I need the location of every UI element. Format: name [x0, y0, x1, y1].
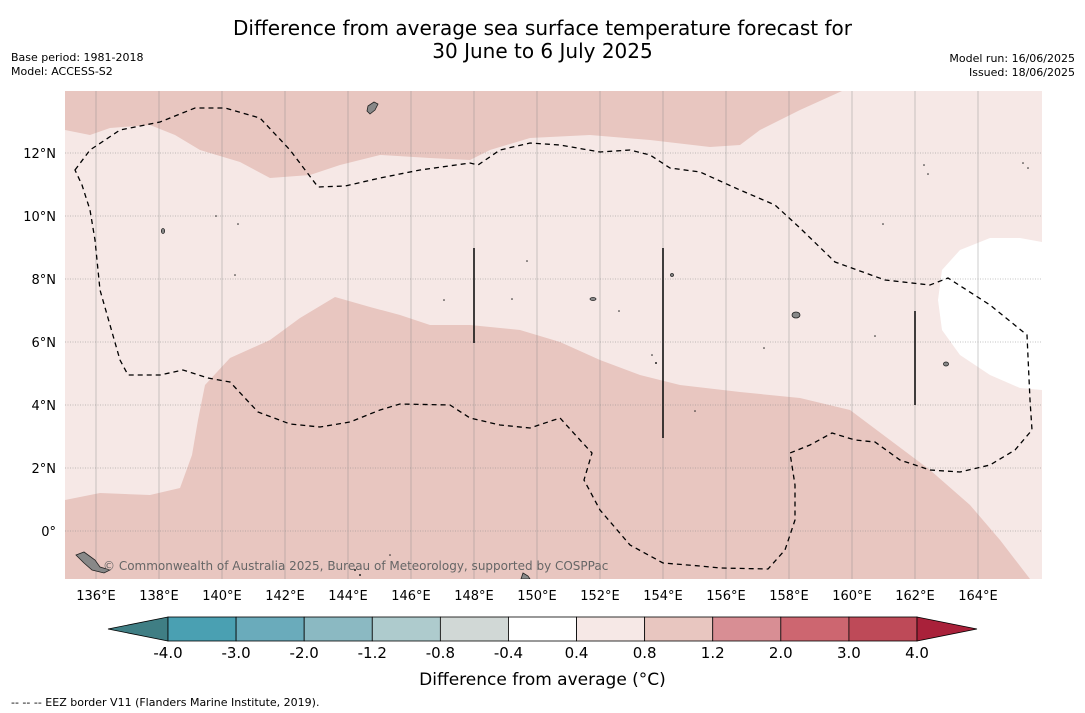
- model-run: Model run: 16/06/2025: [949, 52, 1075, 65]
- colorbar-tick-label: -2.0: [290, 644, 319, 662]
- x-tick-label: 160°E: [832, 589, 872, 604]
- islands: [75, 101, 949, 579]
- colorbar-tick-label: 0.8: [633, 644, 657, 662]
- latitude-gridlines: [65, 152, 1042, 532]
- colorbar-swatch: [712, 616, 782, 642]
- eez-border: [74, 107, 1033, 570]
- title-line-2: 30 June to 6 July 2025: [432, 39, 653, 63]
- colorbar-tick-label: 0.4: [565, 644, 589, 662]
- y-tick-label: 8°N: [32, 273, 57, 288]
- anomaly-neutral-region: [938, 238, 1042, 390]
- colorbar-tick-label: -4.0: [153, 644, 182, 662]
- colorbar-swatch: [303, 616, 373, 642]
- x-tick-label: 142°E: [265, 589, 305, 604]
- x-tick-label: 144°E: [328, 589, 368, 604]
- colorbar-swatch: [439, 616, 509, 642]
- colorbar-swatch: [508, 616, 577, 642]
- colorbar-tick-label: 1.2: [701, 644, 725, 662]
- colorbar-swatch: [167, 616, 237, 642]
- x-tick-label: 152°E: [580, 589, 620, 604]
- title-line-1: Difference from average sea surface temp…: [232, 16, 852, 40]
- colorbar-swatch: [780, 616, 850, 642]
- map-area: © Commonwealth of Australia 2025, Bureau…: [65, 91, 1042, 579]
- colorbar-tick-label: -0.8: [426, 644, 455, 662]
- island-chains: [473, 248, 916, 438]
- y-tick-label: 6°N: [32, 336, 57, 351]
- colorbar-tick-label: 4.0: [905, 644, 929, 662]
- colorbar-tick-label: 2.0: [769, 644, 793, 662]
- copyright-text: © Commonwealth of Australia 2025, Bureau…: [103, 559, 608, 573]
- x-tick-label: 162°E: [895, 589, 935, 604]
- y-tick-label: 10°N: [23, 210, 56, 225]
- colorbar: -4.0 -3.0 -2.0 -1.2 -0.8 -0.4 0.4 0.8 1.2 2.0 3.0 4…: [107, 616, 978, 662]
- colorbar-extend-high: [916, 616, 978, 642]
- colorbar-swatch: [371, 616, 441, 642]
- y-tick-label: 0°: [41, 525, 56, 540]
- x-tick-label: 148°E: [454, 589, 494, 604]
- eez-legend-footer: -- -- -- EEZ border V11 (Flanders Marine…: [11, 696, 320, 709]
- colorbar-extend-low: [107, 616, 169, 642]
- colorbar-tick-label: -3.0: [221, 644, 250, 662]
- small-islets: [215, 162, 1029, 576]
- colorbar-title: Difference from average (°C): [419, 670, 666, 690]
- y-tick-label: 2°N: [32, 462, 57, 477]
- x-axis-tick-labels: 136°E 138°E 140°E 142°E 144°E 146°E 148°E 150°E…: [76, 589, 998, 604]
- colorbar-swatch: [576, 616, 646, 642]
- longitude-gridlines: [95, 91, 979, 579]
- base-period: Base period: 1981-2018: [11, 51, 144, 64]
- y-axis-tick-labels: 12°N 10°N 8°N 6°N 4°N 2°N 0°: [23, 147, 56, 540]
- issued-date: Issued: 18/06/2025: [968, 66, 1075, 79]
- colorbar-tick-label: 3.0: [837, 644, 861, 662]
- x-tick-label: 150°E: [517, 589, 557, 604]
- x-tick-label: 138°E: [139, 589, 179, 604]
- anomaly-0.8-1.2-north: [65, 91, 842, 178]
- x-tick-label: 164°E: [958, 589, 998, 604]
- colorbar-swatch: [644, 616, 714, 642]
- colorbar-swatch: [848, 616, 918, 642]
- x-tick-label: 146°E: [391, 589, 431, 604]
- model-name: Model: ACCESS-S2: [11, 65, 113, 78]
- x-tick-label: 140°E: [202, 589, 242, 604]
- x-tick-label: 156°E: [706, 589, 746, 604]
- colorbar-swatch: [235, 616, 305, 642]
- x-tick-label: 136°E: [76, 589, 116, 604]
- colorbar-tick-label: -1.2: [358, 644, 387, 662]
- x-tick-label: 158°E: [769, 589, 809, 604]
- colorbar-tick-label: -0.4: [494, 644, 523, 662]
- x-tick-label: 154°E: [643, 589, 683, 604]
- y-tick-label: 4°N: [32, 399, 57, 414]
- y-tick-label: 12°N: [23, 147, 56, 162]
